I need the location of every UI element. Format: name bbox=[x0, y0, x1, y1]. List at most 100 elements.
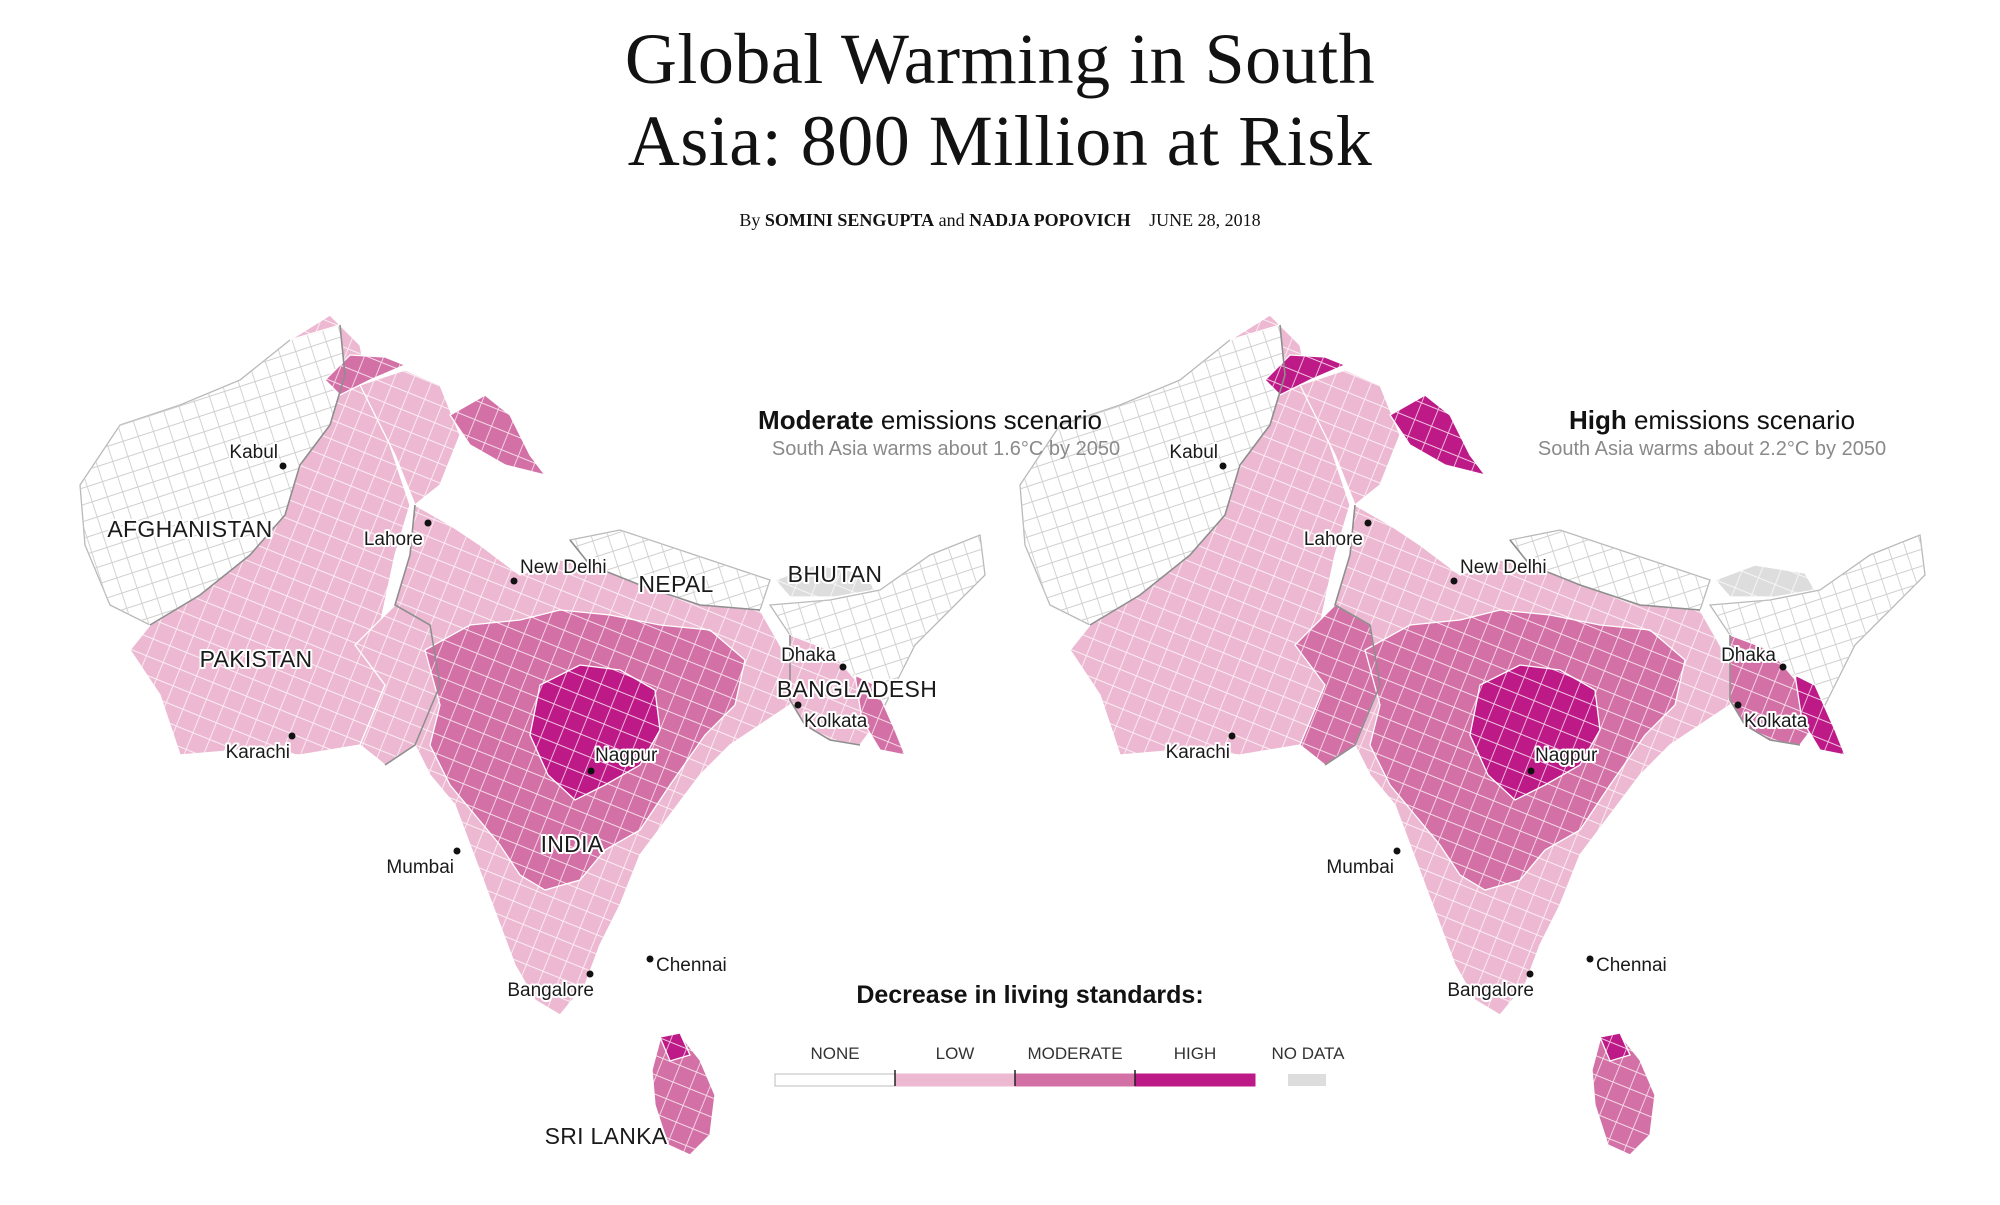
city-dot-chennai bbox=[1586, 955, 1594, 963]
district-borders-bhutan bbox=[775, 565, 875, 597]
byline-prefix: By bbox=[739, 210, 761, 230]
district-borders-northeast-india bbox=[770, 535, 985, 725]
city-label-dhaka: Dhaka bbox=[1721, 645, 1776, 666]
scenario-title-high-bold: High bbox=[1569, 405, 1627, 435]
city-dot-kolkata bbox=[794, 701, 802, 709]
district-borders-west-sindh bbox=[1295, 605, 1380, 765]
district-borders-kashmir bbox=[360, 370, 460, 505]
scenario-title-moderate-rest: emissions scenario bbox=[874, 405, 1102, 435]
city-label-nagpur: Nagpur bbox=[1535, 745, 1598, 766]
city-dot-dhaka bbox=[1779, 663, 1787, 671]
legend-label-no-data: NO DATA bbox=[1271, 1044, 1345, 1063]
legend-swatch-none bbox=[774, 1073, 896, 1087]
country-label-afghanistan: AFGHANISTAN bbox=[107, 516, 272, 542]
district-borders-afghanistan bbox=[1020, 325, 1285, 625]
city-label-kabul: Kabul bbox=[229, 442, 278, 463]
legend: Decrease in living standards: NONE LOW MOD… bbox=[774, 981, 1345, 1087]
city-label-mumbai: Mumbai bbox=[1326, 857, 1394, 878]
city-dot-chennai bbox=[646, 955, 654, 963]
district-borders-ladakh bbox=[1390, 395, 1485, 475]
city-dot-nagpur bbox=[587, 767, 595, 775]
legend-swatch-high bbox=[1134, 1073, 1256, 1087]
city-dot-bangalore bbox=[1526, 970, 1534, 978]
city-dot-new-delhi bbox=[510, 577, 518, 585]
legend-label-none: NONE bbox=[810, 1044, 859, 1063]
national-borders bbox=[1089, 324, 1801, 766]
city-label-new-delhi: New Delhi bbox=[520, 557, 607, 578]
district-borders-bangladesh bbox=[1730, 635, 1815, 745]
headline-line-1: Global Warming in South bbox=[624, 19, 1376, 99]
city-dot-karachi bbox=[1228, 732, 1236, 740]
city-dot-bangalore bbox=[586, 970, 594, 978]
city-dot-lahore bbox=[1364, 519, 1372, 527]
country-label-pakistan: PAKISTAN bbox=[200, 646, 313, 672]
city-dot-nagpur bbox=[1527, 767, 1535, 775]
district-borders-sri-lanka bbox=[1592, 1035, 1655, 1155]
district-borders-west-sindh bbox=[355, 605, 440, 765]
district-borders-northeast-india bbox=[1710, 535, 1925, 725]
city-dot-lahore bbox=[424, 519, 432, 527]
byline-author-2[interactable]: NADJA POPOVICH bbox=[969, 210, 1131, 230]
district-borders-nagpur-spot bbox=[1470, 665, 1600, 800]
district-borders-ladakh bbox=[450, 395, 545, 475]
national-borders bbox=[149, 324, 861, 766]
district-borders-bangladesh bbox=[790, 635, 875, 745]
district-borders-nepal bbox=[570, 530, 770, 610]
city-label-chennai: Chennai bbox=[1596, 955, 1667, 976]
legend-title: Decrease in living standards: bbox=[856, 981, 1203, 1009]
district-borders-bangladesh-east bbox=[855, 675, 905, 755]
district-borders-bangladesh-east bbox=[1795, 675, 1845, 755]
district-borders-pakistan bbox=[1070, 315, 1350, 755]
district-borders-pakistan bbox=[130, 315, 410, 755]
city-label-bangalore: Bangalore bbox=[1447, 980, 1534, 1001]
scenario-subtitle-moderate: South Asia warms about 1.6°C by 2050 bbox=[772, 438, 1120, 460]
city-label-lahore: Lahore bbox=[364, 529, 423, 550]
district-borders-sri-lanka-north bbox=[1600, 1033, 1630, 1061]
city-label-kabul: Kabul bbox=[1169, 442, 1218, 463]
district-borders-gilgit-north bbox=[325, 355, 405, 395]
legend-label-low: LOW bbox=[936, 1044, 975, 1063]
city-label-kolkata: Kolkata bbox=[1744, 711, 1808, 732]
city-dot-mumbai bbox=[1393, 847, 1401, 855]
byline-author-1[interactable]: SOMINI SENGUPTA bbox=[764, 210, 935, 230]
city-label-dhaka: Dhaka bbox=[781, 645, 836, 666]
city-label-new-delhi: New Delhi bbox=[1460, 557, 1547, 578]
byline-joiner: and bbox=[938, 210, 965, 230]
legend-label-high: HIGH bbox=[1174, 1044, 1217, 1063]
district-borders-nepal bbox=[1510, 530, 1710, 610]
country-label-bangladesh: BANGLADESH bbox=[777, 676, 937, 702]
legend-label-moderate: MODERATE bbox=[1027, 1044, 1122, 1063]
city-label-karachi: Karachi bbox=[1166, 742, 1230, 763]
scenario-title-high-rest: emissions scenario bbox=[1627, 405, 1855, 435]
headline-line-2: Asia: 800 Million at Risk bbox=[627, 101, 1373, 181]
district-borders-bhutan bbox=[1715, 565, 1815, 597]
headline: Global Warming in South Asia: 800 Millio… bbox=[0, 18, 2000, 182]
city-dot-new-delhi bbox=[1450, 577, 1458, 585]
map-high-scenario: Kabul Lahore New Delhi Karachi Mumbai Nagpur B… bbox=[1019, 314, 1926, 1156]
legend-swatch-no-data bbox=[1288, 1074, 1326, 1086]
legend-swatch-low bbox=[894, 1073, 1016, 1087]
scenario-title-moderate: Moderate emissions scenario bbox=[758, 405, 1102, 435]
city-label-karachi: Karachi bbox=[226, 742, 290, 763]
district-borders-afghanistan bbox=[80, 325, 345, 625]
city-dot-karachi bbox=[288, 732, 296, 740]
legend-swatch-moderate bbox=[1014, 1073, 1136, 1087]
city-label-mumbai: Mumbai bbox=[386, 857, 454, 878]
city-dot-mumbai bbox=[453, 847, 461, 855]
city-label-nagpur: Nagpur bbox=[595, 745, 658, 766]
city-dot-kabul bbox=[1219, 462, 1227, 470]
city-label-kolkata: Kolkata bbox=[804, 711, 868, 732]
district-borders-gilgit-north bbox=[1265, 355, 1345, 395]
country-label-nepal: NEPAL bbox=[638, 571, 713, 597]
scenario-subtitle-high: South Asia warms about 2.2°C by 2050 bbox=[1538, 438, 1886, 460]
district-borders-nagpur-spot bbox=[530, 665, 660, 800]
city-label-chennai: Chennai bbox=[656, 955, 727, 976]
byline-date: JUNE 28, 2018 bbox=[1149, 210, 1261, 230]
scenario-title-moderate-bold: Moderate bbox=[758, 405, 874, 435]
district-borders-kashmir bbox=[1300, 370, 1400, 505]
city-dot-kabul bbox=[279, 462, 287, 470]
city-dot-kolkata bbox=[1734, 701, 1742, 709]
district-borders-sri-lanka bbox=[652, 1035, 715, 1155]
country-label-bhutan: BHUTAN bbox=[788, 561, 883, 587]
